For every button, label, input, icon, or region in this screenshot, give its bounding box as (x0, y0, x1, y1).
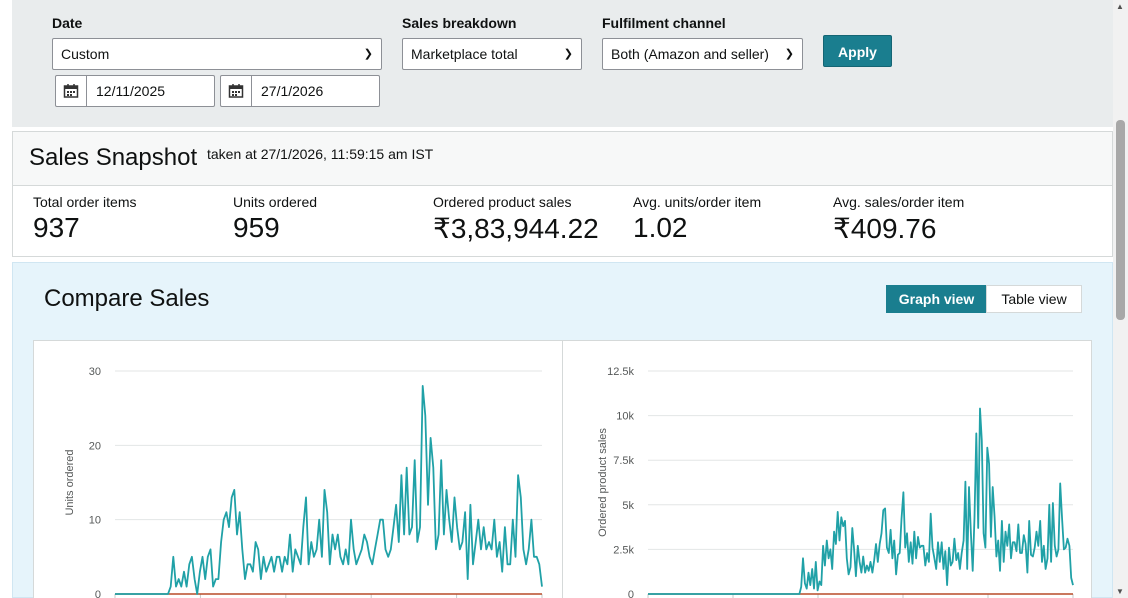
chevron-down-icon: ❯ (363, 48, 373, 60)
series-line (648, 407, 1074, 595)
units-ordered-chart-panel: 0 10 20 30 Units ordered (33, 340, 563, 598)
table-view-toggle[interactable]: Table view (986, 285, 1082, 313)
compare-sales-title: Compare Sales (44, 285, 210, 312)
y-tick-label: 2.5k (613, 544, 634, 556)
date-filter-label: Date (52, 15, 83, 31)
y-tick-label: 10 (89, 515, 101, 527)
chevron-down-icon: ❯ (563, 48, 573, 60)
metric-label: Ordered product sales (433, 194, 572, 210)
graph-view-toggle[interactable]: Graph view (886, 285, 987, 313)
end-date-field[interactable]: 27/1/2026 (220, 75, 380, 107)
ordered-product-sales-chart: 0 2.5k 5k 7.5k 10k 12.5k Ordered product sales (597, 366, 1074, 598)
metric-label: Units ordered (233, 194, 318, 210)
scroll-down-arrow-icon[interactable]: ▼ (1116, 587, 1124, 596)
metric-avg-units-per-order-item: Avg. units/order item 1.02 (633, 194, 761, 244)
snapshot-title: Sales Snapshot (29, 144, 198, 171)
metric-label: Avg. units/order item (633, 194, 762, 210)
start-date-field[interactable]: 12/11/2025 (55, 75, 215, 107)
metric-value: 959 (233, 212, 280, 243)
sales-breakdown-select[interactable]: Marketplace total ❯ (402, 38, 582, 70)
metric-avg-sales-per-order-item: Avg. sales/order item ₹409.76 (833, 194, 964, 245)
metric-label: Avg. sales/order item (833, 194, 965, 210)
metric-value: 1.02 (633, 212, 688, 243)
apply-button[interactable]: Apply (823, 35, 892, 67)
scrollbar-thumb[interactable] (1116, 120, 1125, 320)
compare-sales-section: Compare Sales Graph view Table view 0 10 2… (12, 262, 1113, 598)
ordered-product-sales-chart-panel: 0 2.5k 5k 7.5k 10k 12.5k Ordered product sales (562, 340, 1092, 598)
metric-ordered-product-sales: Ordered product sales ₹3,83,944.22 (433, 194, 599, 245)
scroll-up-arrow-icon[interactable]: ▲ (1116, 2, 1124, 11)
calendar-icon[interactable] (56, 76, 87, 106)
metric-total-order-items: Total order items 937 (33, 194, 136, 244)
calendar-icon[interactable] (221, 76, 252, 106)
y-tick-label: 0 (628, 589, 634, 598)
fulfilment-channel-select[interactable]: Both (Amazon and seller) ❯ (602, 38, 803, 70)
chevron-down-icon: ❯ (784, 48, 794, 60)
start-date-value: 12/11/2025 (96, 83, 166, 99)
filter-panel: Date Custom ❯ 12/11/2025 27/1/2026 Sales… (12, 0, 1113, 127)
end-date-value: 27/1/2026 (261, 83, 324, 99)
snapshot-timestamp: taken at 27/1/2026, 11:59:15 am IST (207, 146, 434, 162)
y-tick-label: 0 (95, 589, 101, 598)
sales-snapshot-card: Sales Snapshot taken at 27/1/2026, 11:59… (12, 131, 1113, 257)
y-tick-label: 20 (89, 440, 101, 452)
y-tick-label: 10k (616, 411, 634, 423)
y-tick-label: 12.5k (607, 366, 634, 378)
snapshot-header: Sales Snapshot taken at 27/1/2026, 11:59… (13, 132, 1112, 186)
metric-value: 937 (33, 212, 80, 243)
page-scrollbar[interactable]: ▲ ▼ (1113, 0, 1128, 598)
series-line (115, 385, 543, 595)
metric-label: Total order items (33, 194, 137, 210)
y-tick-label: 7.5k (613, 455, 634, 467)
y-axis-label: Ordered product sales (597, 428, 609, 537)
date-range-select[interactable]: Custom ❯ (52, 38, 382, 70)
y-tick-label: 30 (89, 366, 101, 378)
date-range-value: Custom (61, 46, 110, 62)
fulfilment-channel-value: Both (Amazon and seller) (611, 46, 769, 62)
metric-value: ₹409.76 (833, 213, 937, 244)
y-tick-label: 5k (622, 500, 634, 512)
sales-breakdown-label: Sales breakdown (402, 15, 517, 31)
sales-breakdown-value: Marketplace total (411, 46, 518, 62)
units-ordered-chart: 0 10 20 30 Units ordered (64, 366, 543, 598)
y-axis-label: Units ordered (64, 449, 76, 515)
fulfilment-channel-label: Fulfilment channel (602, 15, 726, 31)
metric-units-ordered: Units ordered 959 (233, 194, 317, 244)
metric-value: ₹3,83,944.22 (433, 213, 599, 244)
